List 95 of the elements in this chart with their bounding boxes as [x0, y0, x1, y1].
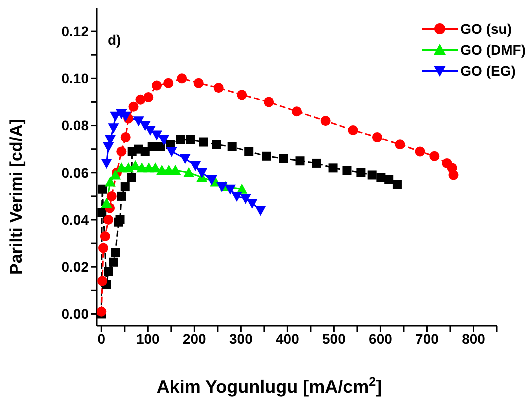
point [216, 182, 228, 193]
point [342, 166, 352, 176]
point [164, 78, 174, 88]
point [152, 130, 162, 141]
x-tick-label: 700 [416, 330, 440, 347]
y-tick-label: 0.12 [62, 24, 90, 40]
point [152, 80, 162, 91]
point [104, 267, 114, 276]
point [106, 191, 117, 202]
point [392, 180, 402, 190]
point [128, 102, 139, 112]
point [212, 140, 222, 150]
point [101, 158, 112, 169]
point [116, 146, 127, 157]
point [228, 142, 237, 152]
point [384, 175, 394, 184]
point [116, 216, 125, 224]
x-tick-label: 200 [182, 330, 207, 347]
point [262, 152, 272, 161]
point [111, 248, 120, 258]
point [296, 156, 305, 166]
point [430, 151, 440, 162]
point [136, 94, 146, 105]
point [279, 154, 288, 164]
point [156, 142, 166, 152]
point [240, 194, 252, 204]
point [109, 258, 118, 267]
point [166, 147, 178, 158]
x-tick-label: 100 [136, 330, 160, 347]
point [395, 140, 406, 150]
y-tick-label: 0.10 [62, 70, 90, 87]
point [244, 147, 254, 156]
point [320, 116, 331, 126]
point [186, 135, 195, 144]
x-tick-label: 600 [369, 330, 393, 347]
point [127, 173, 136, 182]
point [104, 176, 116, 187]
point [180, 154, 191, 164]
y-tick-label: 0.04 [62, 212, 90, 228]
point [356, 168, 366, 178]
x-tick-label: 500 [322, 330, 346, 347]
y-tick-label: 0.06 [62, 164, 90, 181]
x-tick-label: 800 [462, 330, 486, 347]
point [312, 158, 322, 168]
point [190, 161, 202, 172]
point [98, 184, 108, 194]
point [98, 208, 107, 218]
point [194, 78, 204, 88]
y-tick-label: 0.02 [62, 259, 90, 276]
x-tick-label: 0 [98, 330, 106, 347]
point [206, 175, 218, 186]
point [246, 199, 258, 210]
point [224, 184, 236, 195]
point [98, 243, 109, 254]
point [104, 215, 114, 225]
point [97, 306, 107, 317]
annotation: d) [108, 32, 122, 48]
point [101, 198, 112, 208]
point [177, 74, 188, 84]
point [184, 167, 195, 178]
point [372, 132, 382, 143]
point [214, 83, 224, 94]
point [100, 231, 110, 242]
point [144, 92, 154, 103]
point [108, 124, 120, 134]
point [103, 142, 114, 152]
point [196, 168, 208, 178]
point [292, 106, 302, 117]
y-tick-label: 0.00 [62, 306, 90, 322]
x-axis-title: Akim Yogunlugu [mA/cm$^{2}$] [156, 375, 382, 397]
x-tick-label: 400 [276, 330, 300, 347]
point [237, 90, 248, 100]
point [255, 206, 266, 216]
point [98, 276, 108, 286]
legend-label: GO (DMF) [460, 42, 526, 58]
point [176, 135, 186, 144]
point [348, 125, 358, 136]
y-axis-title: Parilti Verimi [cd/A] [7, 119, 26, 275]
point [448, 170, 459, 180]
point [264, 97, 274, 108]
point [199, 138, 208, 147]
point [120, 132, 131, 143]
point [415, 146, 426, 157]
y-tick-label: 0.08 [62, 118, 90, 134]
point [376, 173, 386, 182]
point [328, 164, 338, 173]
legend-label: GO (EG) [460, 62, 516, 78]
point [133, 116, 144, 127]
point [232, 192, 242, 202]
point [120, 182, 130, 192]
point [158, 135, 170, 146]
point [368, 170, 377, 180]
x-tick-label: 300 [230, 330, 254, 347]
point [117, 192, 126, 201]
legend-label: GO (su) [460, 20, 512, 36]
